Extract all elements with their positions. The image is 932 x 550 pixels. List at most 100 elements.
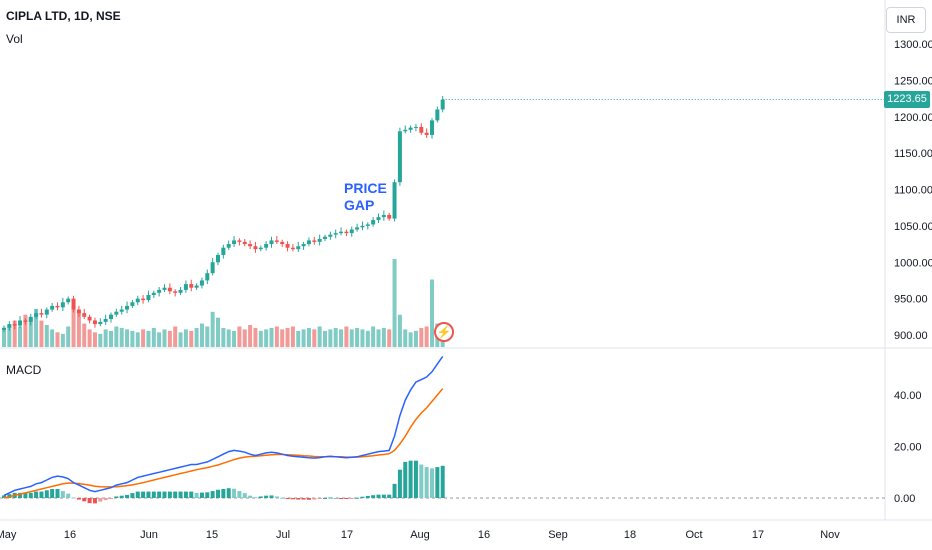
volume-bar bbox=[301, 329, 306, 347]
candle-body bbox=[60, 302, 65, 308]
price-tick-label: 1150.00 bbox=[894, 148, 932, 160]
volume-bar bbox=[248, 325, 253, 347]
volume-bar bbox=[381, 327, 386, 347]
time-tick-label: 16 bbox=[478, 529, 490, 541]
candle-body bbox=[18, 320, 23, 326]
volume-bar bbox=[285, 327, 290, 347]
symbol-title[interactable]: CIPLA LTD, 1D, NSE bbox=[6, 9, 121, 23]
time-tick-label: 15 bbox=[206, 529, 218, 541]
volume-bar bbox=[12, 320, 17, 347]
macd-histogram-bar bbox=[328, 497, 333, 499]
candle-body bbox=[71, 298, 76, 310]
candle-body bbox=[23, 320, 28, 322]
macd-histogram-bar bbox=[323, 498, 327, 499]
volume-bar bbox=[114, 326, 119, 347]
macd-histogram-bar bbox=[210, 491, 215, 498]
candle-body bbox=[44, 309, 49, 315]
macd-histogram-bar bbox=[173, 491, 178, 498]
lightning-bolt-icon[interactable]: ⚡ bbox=[434, 322, 454, 342]
volume-bar bbox=[312, 329, 317, 347]
macd-histogram-bar bbox=[349, 498, 354, 499]
volume-bar bbox=[424, 326, 429, 347]
time-tick-label: Nov bbox=[820, 529, 840, 541]
volume-bar bbox=[365, 330, 370, 347]
macd-histogram-bar bbox=[98, 498, 103, 502]
candle-body bbox=[419, 126, 424, 133]
volume-bar bbox=[194, 327, 199, 347]
volume-bar bbox=[237, 326, 242, 347]
macd-histogram-bar bbox=[23, 492, 28, 498]
annotation-line-1: PRICE bbox=[344, 180, 387, 196]
macd-histogram-bar bbox=[296, 498, 301, 500]
volume-bar bbox=[419, 327, 424, 347]
volume-bar bbox=[232, 330, 237, 347]
time-tick-label: Jun bbox=[140, 529, 158, 541]
candle-body bbox=[151, 292, 156, 295]
macd-histogram-bar bbox=[157, 491, 162, 498]
volume-bar bbox=[82, 323, 87, 347]
candle-body bbox=[413, 126, 418, 128]
macd-histogram-bar bbox=[339, 498, 344, 499]
macd-tick-label: 0.00 bbox=[894, 493, 915, 505]
volume-bar bbox=[76, 311, 81, 347]
candle-body bbox=[194, 285, 199, 288]
volume-bar bbox=[2, 329, 6, 347]
volume-bar bbox=[205, 326, 210, 347]
price-gap-annotation[interactable]: PRICE GAP bbox=[344, 180, 387, 214]
candle-body bbox=[39, 313, 44, 315]
volume-bar bbox=[146, 330, 151, 347]
macd-histogram-bar bbox=[381, 494, 386, 498]
volume-bar bbox=[360, 329, 365, 347]
candle-body bbox=[339, 231, 344, 234]
time-tick-label: 17 bbox=[341, 529, 353, 541]
candle-body bbox=[424, 132, 429, 135]
candle-body bbox=[226, 244, 231, 248]
candle-body bbox=[397, 131, 402, 183]
macd-line bbox=[3, 355, 444, 497]
volume-bar bbox=[210, 311, 215, 347]
currency-button[interactable]: INR bbox=[886, 7, 926, 33]
candle-body bbox=[430, 120, 434, 135]
volume-bar bbox=[328, 329, 333, 347]
volume-bar bbox=[216, 317, 220, 347]
macd-histogram-bar bbox=[232, 488, 237, 498]
candle-body bbox=[408, 127, 413, 130]
volume-bar bbox=[44, 325, 49, 347]
volume-bar bbox=[306, 327, 311, 347]
volume-bar bbox=[339, 329, 344, 347]
macd-histogram-bar bbox=[87, 498, 92, 504]
candle-body bbox=[242, 241, 247, 245]
volume-bar bbox=[103, 329, 108, 347]
candle-body bbox=[130, 302, 135, 306]
macd-tick-label: 40.00 bbox=[894, 390, 922, 402]
macd-histogram-bar bbox=[60, 491, 65, 498]
macd-histogram-bar bbox=[66, 493, 71, 498]
candle-body bbox=[248, 244, 253, 247]
macd-histogram-bar bbox=[269, 495, 274, 498]
volume-bar bbox=[50, 329, 55, 347]
macd-histogram-bar bbox=[135, 491, 140, 498]
candle-body bbox=[125, 305, 130, 310]
candle-body bbox=[189, 284, 194, 288]
macd-histogram-bar bbox=[125, 494, 130, 498]
volume-bar bbox=[296, 330, 301, 347]
macd-histogram-bar bbox=[55, 488, 60, 498]
macd-histogram-bar bbox=[413, 460, 418, 498]
macd-histogram-bar bbox=[280, 497, 285, 499]
volume-bar bbox=[290, 326, 295, 347]
volume-bar bbox=[34, 308, 39, 347]
time-tick-label: 17 bbox=[752, 529, 764, 541]
candle-body bbox=[323, 236, 327, 239]
macd-histogram-bar bbox=[2, 495, 6, 498]
macd-histogram-bar bbox=[221, 488, 226, 498]
macd-histogram-bar bbox=[440, 465, 445, 498]
volume-bar bbox=[39, 320, 44, 347]
macd-histogram-bar bbox=[50, 488, 55, 498]
candle-body bbox=[141, 298, 146, 301]
macd-histogram-bar bbox=[199, 492, 204, 498]
macd-histogram-bar bbox=[317, 498, 322, 499]
candle-body bbox=[237, 240, 242, 242]
price-tick-label: 900.00 bbox=[894, 330, 928, 342]
candle-body bbox=[232, 240, 237, 245]
